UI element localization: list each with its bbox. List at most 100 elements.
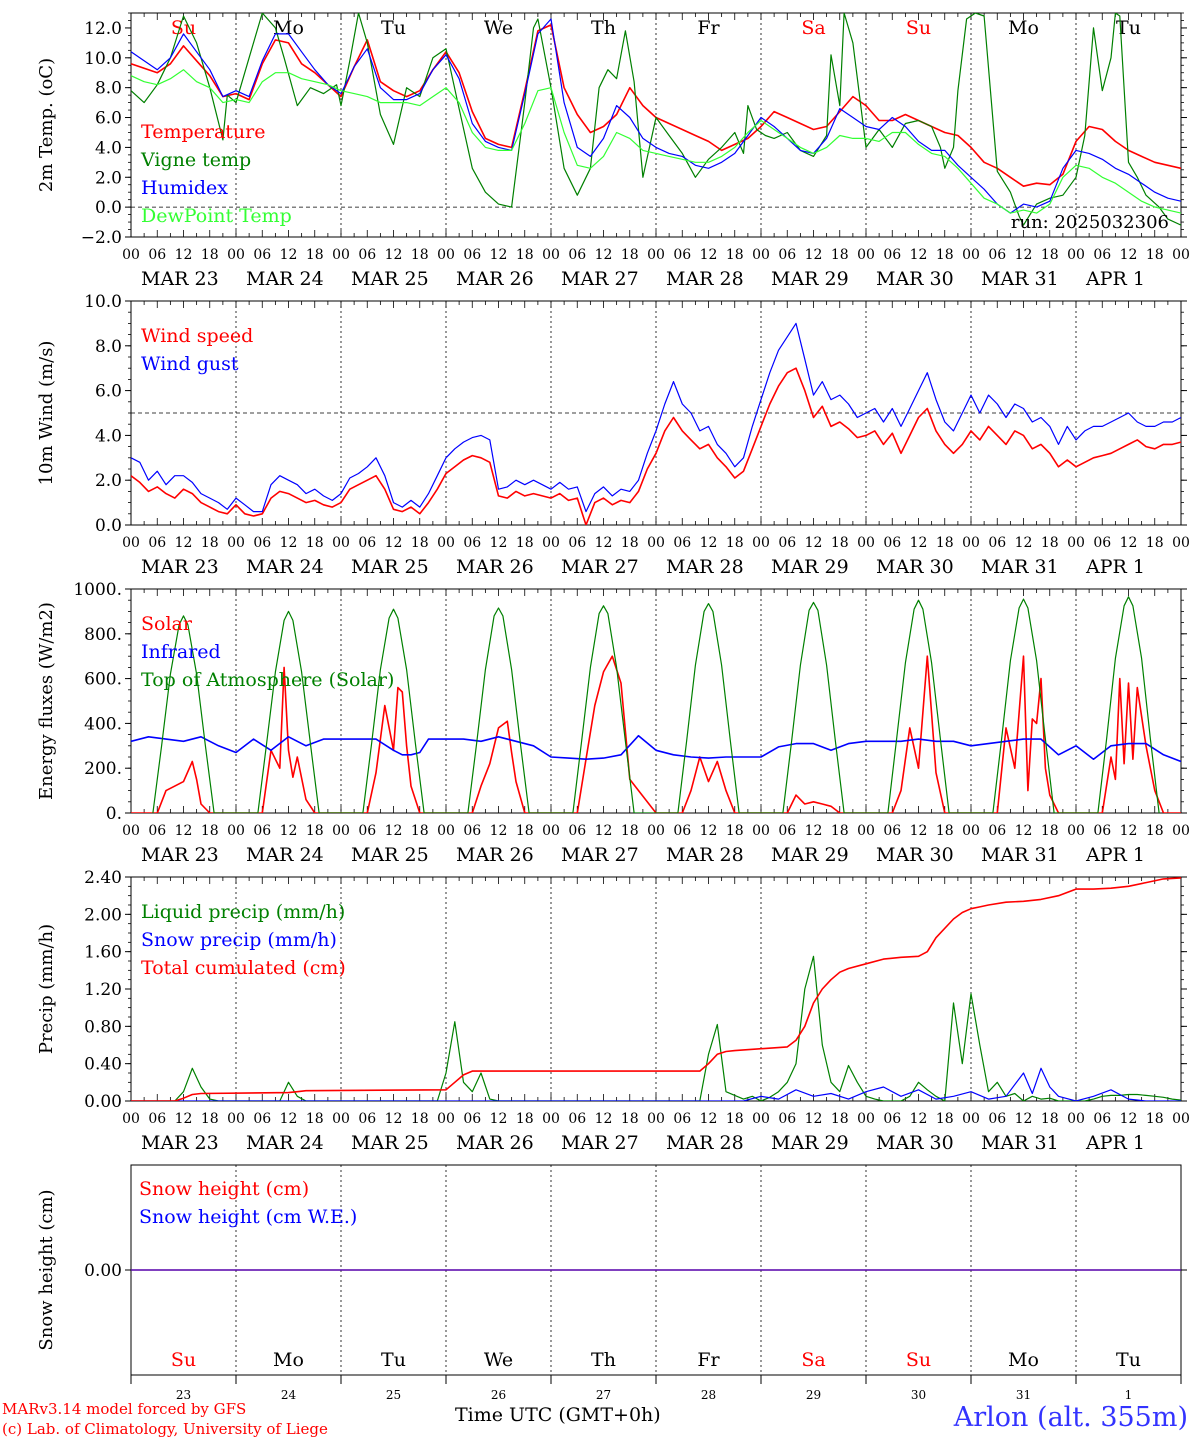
date-label: MAR 28	[666, 556, 744, 578]
series-line-dewpoint-temp	[131, 69, 1181, 214]
y-tick-label: −2.0	[81, 228, 122, 248]
y-tick-label: 800.	[84, 625, 122, 645]
legend-entry: DewPoint Temp	[141, 205, 292, 227]
date-label: APR 1	[1085, 1132, 1145, 1154]
hour-tick-label: 18	[411, 1111, 429, 1127]
hour-tick-label: 12	[700, 823, 718, 839]
date-label: MAR 29	[771, 1132, 849, 1154]
hour-tick-label: 12	[385, 1111, 403, 1127]
series-line-solar	[131, 655, 1181, 813]
hour-tick-label: 06	[568, 823, 586, 839]
hour-tick-label: 06	[568, 247, 586, 263]
date-label: MAR 31	[981, 844, 1059, 866]
weekday-label: Th	[591, 17, 616, 39]
hour-tick-label: 18	[621, 247, 639, 263]
station-name: Arlon (alt. 355m)	[953, 1402, 1188, 1433]
hour-tick-label: 00	[437, 823, 455, 839]
hour-tick-label: 00	[752, 247, 770, 263]
hour-tick-label: 06	[148, 535, 166, 551]
legend-entry: Snow height (cm W.E.)	[139, 1206, 357, 1228]
hour-tick-label: 12	[280, 1111, 298, 1127]
hour-tick-label: 18	[936, 247, 954, 263]
y-tick-label: 2.0	[95, 168, 122, 188]
hour-tick-label: 06	[988, 823, 1006, 839]
weekday-label: Mo	[273, 1349, 304, 1371]
day-number-label: 30	[911, 1388, 926, 1402]
weekday-label: Mo	[1008, 17, 1039, 39]
y-tick-label: 2.00	[84, 905, 122, 925]
hour-tick-label: 00	[542, 247, 560, 263]
hour-tick-label: 18	[936, 823, 954, 839]
hour-tick-label: 12	[175, 823, 193, 839]
hour-tick-label: 06	[148, 247, 166, 263]
hour-tick-label: 12	[490, 535, 508, 551]
day-number-label: 29	[806, 1388, 821, 1402]
hour-tick-label: 00	[647, 1111, 665, 1127]
hour-tick-label: 00	[1172, 247, 1190, 263]
hour-tick-label: 18	[306, 535, 324, 551]
hour-tick-label: 00	[752, 1111, 770, 1127]
weekday-label: Tu	[381, 1349, 406, 1371]
date-label: MAR 31	[981, 1132, 1059, 1154]
hour-tick-label: 12	[595, 535, 613, 551]
hour-tick-label: 00	[227, 1111, 245, 1127]
day-number-label: 25	[386, 1388, 401, 1402]
hour-tick-label: 00	[1067, 1111, 1085, 1127]
legend-entry: Wind gust	[141, 353, 239, 375]
y-tick-label: 10.0	[84, 49, 122, 69]
weekday-label: We	[484, 1349, 513, 1371]
date-label: MAR 26	[456, 1132, 534, 1154]
legend-entry: Snow precip (mm/h)	[141, 929, 337, 951]
y-axis-label: Energy fluxes (W/m2)	[36, 602, 57, 800]
hour-tick-label: 18	[726, 535, 744, 551]
hour-tick-label: 12	[700, 1111, 718, 1127]
run-annotation: run: 2025032306	[1011, 212, 1169, 233]
series-line-wind-gust	[131, 322, 1181, 513]
day-number-label: 31	[1016, 1388, 1031, 1402]
hour-tick-label: 18	[306, 1111, 324, 1127]
weekday-label: Tu	[381, 17, 406, 39]
hour-tick-label: 12	[175, 1111, 193, 1127]
date-label: MAR 25	[351, 556, 429, 578]
hour-tick-label: 12	[280, 823, 298, 839]
hour-tick-label: 00	[122, 1111, 140, 1127]
hour-tick-label: 06	[673, 535, 691, 551]
series-group	[131, 13, 1181, 226]
hour-tick-label: 06	[778, 1111, 796, 1127]
hour-tick-label: 12	[490, 823, 508, 839]
hour-tick-label: 06	[463, 247, 481, 263]
hour-tick-label: 18	[516, 1111, 534, 1127]
hour-tick-label: 12	[175, 535, 193, 551]
date-label: MAR 30	[876, 556, 954, 578]
hour-tick-label: 00	[857, 535, 875, 551]
hour-tick-label: 12	[805, 823, 823, 839]
hour-tick-label: 00	[1067, 535, 1085, 551]
hour-tick-label: 12	[385, 535, 403, 551]
hour-tick-label: 18	[516, 823, 534, 839]
y-tick-label: 200.	[84, 759, 122, 779]
date-label: MAR 28	[666, 268, 744, 290]
hour-tick-label: 00	[1172, 823, 1190, 839]
hour-tick-label: 18	[201, 1111, 219, 1127]
hour-tick-label: 00	[1172, 535, 1190, 551]
date-label: MAR 26	[456, 556, 534, 578]
date-label: APR 1	[1085, 268, 1145, 290]
legend-entry: Top of Atmosphere (Solar)	[141, 669, 394, 691]
hour-tick-label: 00	[227, 535, 245, 551]
hour-tick-label: 06	[988, 247, 1006, 263]
date-label: MAR 29	[771, 844, 849, 866]
hour-tick-label: 06	[1093, 823, 1111, 839]
hour-tick-label: 00	[122, 823, 140, 839]
date-label: MAR 30	[876, 1132, 954, 1154]
y-tick-label: 0.	[106, 804, 122, 824]
y-tick-label: 4.0	[95, 138, 122, 158]
date-label: MAR 27	[561, 1132, 639, 1154]
date-label: MAR 27	[561, 844, 639, 866]
hour-tick-label: 18	[1146, 823, 1164, 839]
y-tick-label: 0.0	[95, 516, 122, 536]
date-label: MAR 23	[141, 1132, 219, 1154]
hour-tick-label: 00	[647, 535, 665, 551]
hour-tick-label: 06	[778, 247, 796, 263]
hour-tick-label: 18	[201, 535, 219, 551]
day-number-label: 28	[701, 1388, 716, 1402]
